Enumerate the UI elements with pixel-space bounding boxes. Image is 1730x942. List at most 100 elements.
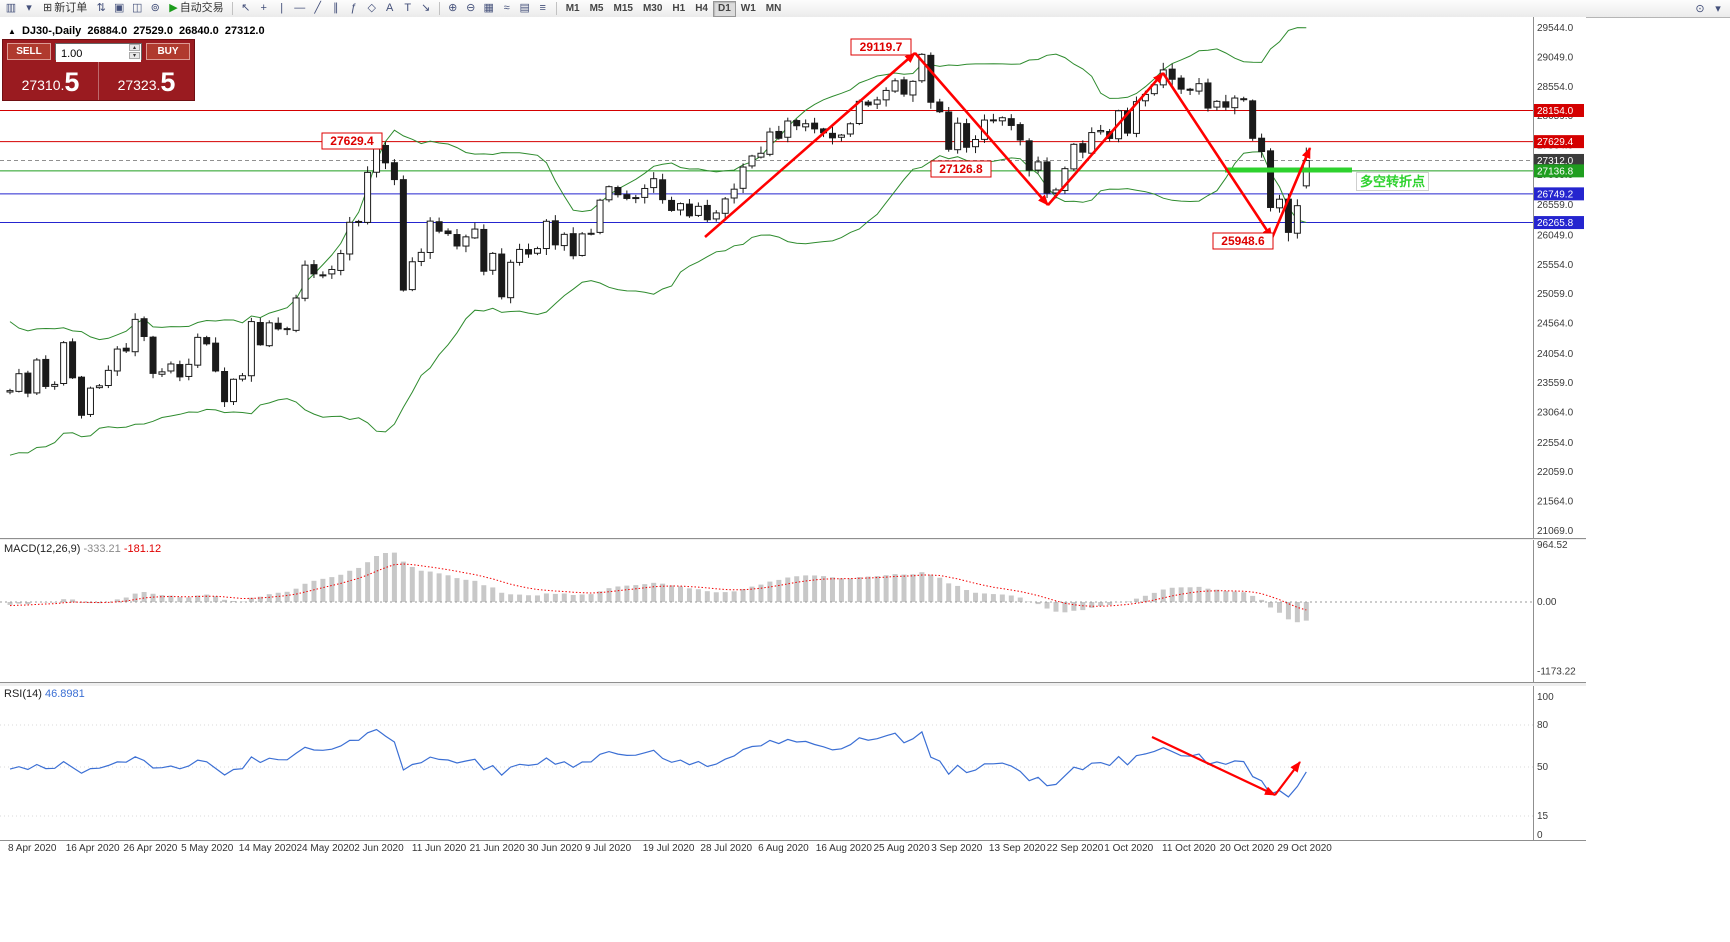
timeframe-mn[interactable]: MN bbox=[761, 1, 787, 17]
chart-profiles-icon[interactable]: ▾ bbox=[20, 1, 38, 17]
price-tick-label: 21069.0 bbox=[1537, 526, 1574, 537]
pane-separator[interactable] bbox=[0, 538, 1586, 540]
price-callout-box[interactable] bbox=[1212, 232, 1274, 250]
open-value: 26884.0 bbox=[87, 25, 128, 37]
volume-stepper[interactable]: ▴ ▾ bbox=[55, 43, 142, 62]
price-tag-label: 27312.0 bbox=[1537, 156, 1574, 167]
arrow-object-icon[interactable]: ↘ bbox=[417, 1, 435, 17]
rsi-axis[interactable]: 100 80 50 15 0 bbox=[1533, 686, 1555, 840]
vertical-line-icon[interactable]: | bbox=[273, 1, 291, 17]
timeframe-m15[interactable]: M15 bbox=[609, 1, 638, 17]
time-axis[interactable]: 8 Apr 2020 16 Apr 2020 26 Apr 2020 5 May 20… bbox=[0, 840, 1586, 855]
sell-price[interactable]: 27310. 5 bbox=[3, 60, 99, 100]
macd-signal-line bbox=[9, 563, 1307, 611]
trend-arrow[interactable] bbox=[1270, 147, 1312, 239]
macd-axis[interactable]: 964.52 0.00 -1173.22 bbox=[1533, 540, 1577, 682]
volume-input[interactable] bbox=[56, 46, 141, 62]
indicators-icon[interactable]: ≈ bbox=[498, 1, 516, 17]
trend-arrows-layer[interactable] bbox=[704, 52, 1312, 239]
tile-windows-icon[interactable]: ▦ bbox=[480, 1, 498, 17]
rsi-line bbox=[9, 728, 1307, 798]
text-icon[interactable]: A bbox=[381, 1, 399, 17]
timeframe-m5[interactable]: M5 bbox=[585, 1, 609, 17]
horizontal-line-icon[interactable]: — bbox=[291, 1, 309, 17]
trend-arrow[interactable] bbox=[1047, 72, 1164, 206]
crosshair-icon[interactable]: + bbox=[255, 1, 273, 17]
price-axis[interactable]: 29544.029049.028554.028059.027564.027069… bbox=[1533, 17, 1585, 538]
rsi-scale-label: 50 bbox=[1537, 762, 1549, 773]
equidistant-channel-icon[interactable]: ∥ bbox=[327, 1, 345, 17]
market-depth-icon[interactable]: ⇅ bbox=[92, 1, 110, 17]
price-callout-text: 29119.7 bbox=[860, 40, 903, 54]
fibonacci-icon[interactable]: ƒ bbox=[345, 1, 363, 17]
data-window-icon[interactable]: ▣ bbox=[110, 1, 128, 17]
price-tick-label: 23559.0 bbox=[1537, 378, 1574, 389]
templates-icon[interactable]: ▤ bbox=[516, 1, 534, 17]
price-callout-box[interactable] bbox=[850, 38, 912, 56]
macd-name: MACD(12,26,9) bbox=[4, 543, 81, 555]
chart-list-icon[interactable]: ≡ bbox=[534, 1, 552, 17]
price-tick-label: 22059.0 bbox=[1537, 467, 1574, 478]
new-order-icon: ⊞ bbox=[43, 2, 53, 14]
mql5-community-icon[interactable]: ◫ bbox=[128, 1, 146, 17]
service-icon-group: ⇅ ▣ ◫ ⊚ bbox=[92, 1, 164, 17]
alerts-icon[interactable]: ⊚ bbox=[146, 1, 164, 17]
turning-point-text[interactable]: 多空转折点 bbox=[1356, 172, 1430, 191]
buy-price[interactable]: 27323. 5 bbox=[99, 60, 194, 100]
timeframe-m30[interactable]: M30 bbox=[638, 1, 667, 17]
rsi-trend-arrow[interactable] bbox=[1274, 761, 1301, 796]
price-callout-text: 25948.6 bbox=[1221, 234, 1265, 248]
price-callout-box[interactable] bbox=[930, 160, 992, 178]
main-price-chart[interactable]: 29119.7 27629.4 27126.8 25948.6 29544.0 29049… bbox=[0, 17, 1586, 538]
rsi-scale-label: 15 bbox=[1537, 811, 1549, 822]
candles-layer bbox=[6, 52, 1310, 419]
timeframe-w1[interactable]: W1 bbox=[736, 1, 761, 17]
toolbar: ▥ ▾ ⊞ 新订单 ⇅ ▣ ◫ ⊚ ▶ 自动交易 ↖ + | — ╱ ∥ ƒ ◇ A T ↘ ⊕ ⊖ ▦ ≈ ▤ ≡ … bbox=[0, 0, 1730, 18]
time-axis-label: 2 Jun 2020 bbox=[354, 843, 404, 854]
toolbar-separator bbox=[555, 2, 557, 15]
pane-separator[interactable] bbox=[0, 682, 1586, 686]
trend-arrow[interactable] bbox=[914, 52, 1049, 206]
timeframe-h1[interactable]: H1 bbox=[667, 1, 690, 17]
price-callout-box[interactable] bbox=[321, 132, 383, 150]
trendline-icon[interactable]: ╱ bbox=[309, 1, 327, 17]
shapes-icon[interactable]: ◇ bbox=[363, 1, 381, 17]
price-callouts-layer[interactable]: 29119.7 27629.4 27126.8 25948.6 bbox=[321, 38, 1274, 250]
timeframe-m1[interactable]: M1 bbox=[561, 1, 585, 17]
collapse-icon[interactable]: ▲ bbox=[8, 27, 16, 36]
close-value: 27312.0 bbox=[224, 25, 265, 37]
macd-pane[interactable]: 964.52 0.00 -1173.22 bbox=[0, 540, 1586, 682]
timeframe-d1[interactable]: D1 bbox=[713, 0, 736, 17]
trend-arrow[interactable] bbox=[704, 52, 916, 238]
volume-up-icon[interactable]: ▴ bbox=[129, 44, 140, 51]
time-axis-label: 11 Jun 2020 bbox=[411, 843, 467, 854]
volume-down-icon[interactable]: ▾ bbox=[129, 52, 140, 59]
text-label-icon[interactable]: T bbox=[399, 1, 417, 17]
time-axis-label: 3 Sep 2020 bbox=[931, 843, 983, 854]
horizontal-level-lines[interactable] bbox=[0, 109, 1533, 224]
sell-button[interactable]: SELL bbox=[7, 43, 51, 60]
auto-trading-label: 自动交易 bbox=[179, 2, 224, 14]
macd-signal-value: -181.12 bbox=[123, 543, 162, 555]
time-axis-label: 29 Oct 2020 bbox=[1277, 843, 1332, 854]
chart-window[interactable]: 29119.7 27629.4 27126.8 25948.6 29544.0 29049… bbox=[0, 17, 1586, 855]
time-axis-label: 6 Aug 2020 bbox=[758, 843, 809, 854]
price-tick-label: 29544.0 bbox=[1537, 23, 1574, 34]
search-icon[interactable]: ⊙ bbox=[1691, 1, 1709, 17]
macd-histogram bbox=[7, 552, 1309, 623]
cursor-icon[interactable]: ↖ bbox=[237, 1, 255, 17]
rsi-pane[interactable]: 100 80 50 15 0 bbox=[0, 686, 1586, 840]
buy-button[interactable]: BUY bbox=[146, 43, 190, 60]
zoom-out-icon[interactable]: ⊖ bbox=[462, 1, 480, 17]
toolbar-options-icon[interactable]: ▾ bbox=[1709, 1, 1727, 17]
zoom-in-icon[interactable]: ⊕ bbox=[444, 1, 462, 17]
auto-trading-button[interactable]: ▶ 自动交易 bbox=[165, 1, 227, 17]
time-axis-label: 5 May 2020 bbox=[181, 843, 234, 854]
price-callout-text: 27126.8 bbox=[939, 162, 983, 176]
new-order-button[interactable]: ⊞ 新订单 bbox=[39, 1, 91, 17]
timeframe-h4[interactable]: H4 bbox=[690, 1, 713, 17]
rsi-trend-arrow[interactable] bbox=[1151, 736, 1276, 796]
new-chart-icon[interactable]: ▥ bbox=[2, 1, 20, 17]
trend-arrow[interactable] bbox=[1161, 72, 1274, 239]
price-tick-label: 22554.0 bbox=[1537, 438, 1574, 449]
